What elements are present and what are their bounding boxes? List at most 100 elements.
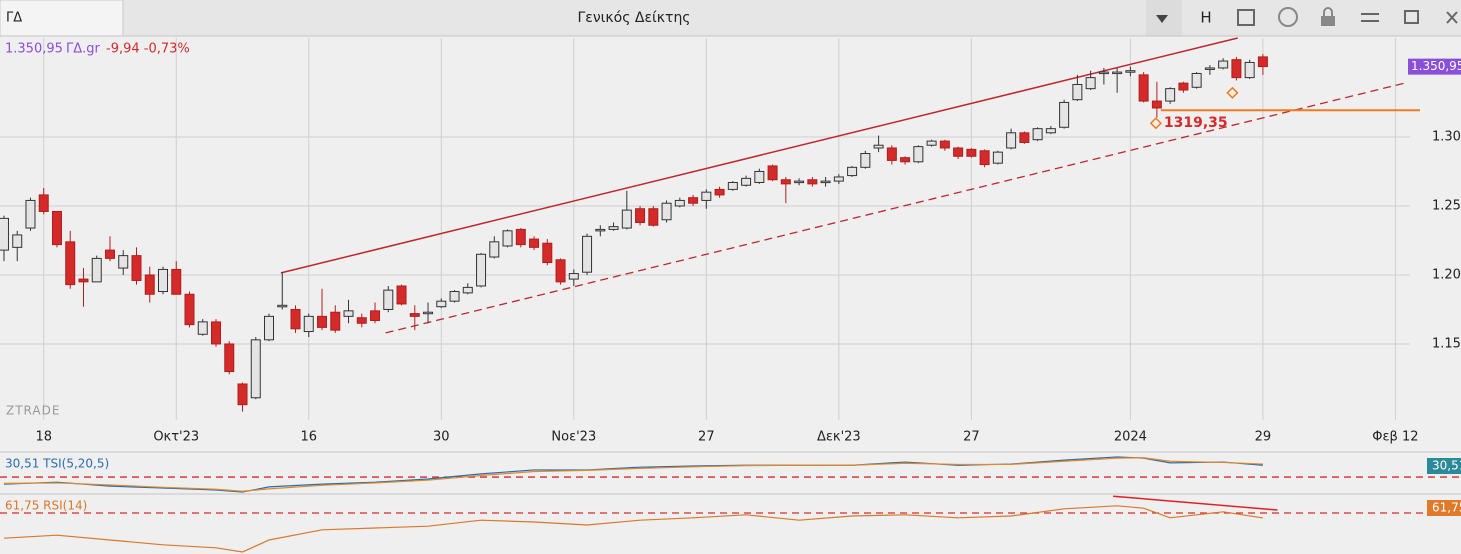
candle-body xyxy=(635,208,646,224)
x-tick-label: Οκτ'23 xyxy=(153,430,199,445)
candle-body xyxy=(290,308,301,330)
header-change: -9,94 -0,73% xyxy=(106,42,190,57)
candle-body xyxy=(1151,100,1162,109)
candle-body xyxy=(1138,74,1149,102)
candle-body xyxy=(767,165,778,181)
candle-body xyxy=(0,217,9,251)
toolbar xyxy=(0,0,1461,36)
y-tick-label: 1.150 xyxy=(1432,336,1461,351)
h-button[interactable]: H xyxy=(1200,9,1211,27)
candle-body xyxy=(12,234,23,248)
toolbar-title: Γενικός Δείκτης xyxy=(577,10,690,26)
trend-line xyxy=(385,82,1405,334)
lock-shackle xyxy=(1323,7,1333,16)
candle-body xyxy=(886,147,897,161)
x-tick-label: 16 xyxy=(300,430,317,445)
header-price: 1.350,95 xyxy=(5,42,63,57)
candle-body xyxy=(502,230,513,247)
chart-layer: 1.150 1.200 1.250 1.300 18 Οκτ'23 16 30 Νοε'23 27… xyxy=(0,37,1461,553)
candle-body xyxy=(383,289,394,310)
symbol-box[interactable] xyxy=(0,0,124,37)
y-tick-label: 1.200 xyxy=(1432,267,1461,282)
candle-body xyxy=(396,285,407,305)
candle-body xyxy=(674,199,685,207)
candle-body xyxy=(303,315,314,333)
x-tick-label: Φεβ 12 xyxy=(1372,430,1418,445)
trend-line xyxy=(280,37,1238,274)
candle-body xyxy=(1019,132,1030,143)
dropdown-icon xyxy=(1156,15,1168,23)
comment-icon[interactable] xyxy=(1278,7,1298,27)
candle-body xyxy=(1204,67,1215,70)
candle-body xyxy=(78,278,89,283)
candle-body xyxy=(992,151,1003,164)
candle-body xyxy=(38,194,49,212)
candle-body xyxy=(264,315,275,341)
indicator-value-box xyxy=(1427,500,1461,516)
last-price-box xyxy=(1408,58,1461,75)
candle-body xyxy=(237,383,248,406)
candle-body xyxy=(1072,84,1083,101)
candle-body xyxy=(1098,71,1109,75)
indicator-value: 61,75 xyxy=(1432,501,1461,515)
x-tick-label: 2024 xyxy=(1114,430,1147,445)
level-marker xyxy=(1149,117,1162,130)
panel-icon[interactable] xyxy=(1237,9,1255,26)
candle-body xyxy=(1112,71,1123,75)
candle-body xyxy=(807,179,818,185)
candle-body xyxy=(820,180,831,184)
level-label: 1319,35 xyxy=(1164,115,1228,131)
indicator-value-box xyxy=(1427,458,1461,474)
candle-body xyxy=(741,177,752,186)
candle-body xyxy=(833,176,844,182)
candle-body xyxy=(25,199,36,229)
indicator-label: 61,75 RSI(14) xyxy=(5,499,87,513)
candle-body xyxy=(476,253,487,287)
candle-body xyxy=(701,191,712,201)
candle-body xyxy=(144,274,155,295)
candle-body xyxy=(224,343,235,373)
candle-body xyxy=(211,321,222,345)
lock-icon[interactable] xyxy=(1321,16,1335,26)
x-tick-label: Δεκ'23 xyxy=(817,430,861,445)
menu-icon[interactable] xyxy=(1361,13,1379,22)
candle-body xyxy=(1059,101,1070,128)
candle-body xyxy=(449,291,460,302)
y-tick-label: 1.250 xyxy=(1432,198,1461,213)
candle-body xyxy=(423,311,434,315)
candle-body xyxy=(489,241,500,258)
indicator-value: 30,51 xyxy=(1432,459,1461,473)
x-tick-label: Νοε'23 xyxy=(551,430,596,445)
close-icon[interactable] xyxy=(1446,11,1458,24)
candle-body xyxy=(595,228,606,232)
candle-body xyxy=(542,242,553,264)
x-tick-label: 18 xyxy=(35,430,52,445)
candle-body xyxy=(688,197,699,204)
marker xyxy=(1226,86,1239,99)
indicator-label: 30,51 TSI(5,20,5) xyxy=(5,457,109,471)
x-tick-label: 29 xyxy=(1255,430,1272,445)
candle-body xyxy=(727,181,738,190)
candle-body xyxy=(462,286,473,294)
candle-body xyxy=(436,300,447,308)
candle-body xyxy=(860,153,871,168)
candle-body xyxy=(104,249,115,259)
candle-body xyxy=(515,228,526,246)
last-price-label: 1.350,95 xyxy=(1411,59,1461,73)
candle-body xyxy=(913,146,924,163)
candle-body xyxy=(900,157,911,163)
candle-body xyxy=(568,273,579,280)
x-tick-label: 30 xyxy=(433,430,450,445)
candle-body xyxy=(51,210,62,246)
restore-icon[interactable] xyxy=(1404,10,1419,24)
candle-body xyxy=(1191,72,1202,88)
candle-body xyxy=(754,170,765,183)
candle-body xyxy=(1006,132,1017,149)
candle-body xyxy=(370,310,381,321)
candle-body xyxy=(356,317,367,324)
y-tick-label: 1.300 xyxy=(1432,129,1461,144)
candle-body xyxy=(409,313,420,317)
candle-body xyxy=(794,180,805,184)
candle-body xyxy=(555,259,566,283)
